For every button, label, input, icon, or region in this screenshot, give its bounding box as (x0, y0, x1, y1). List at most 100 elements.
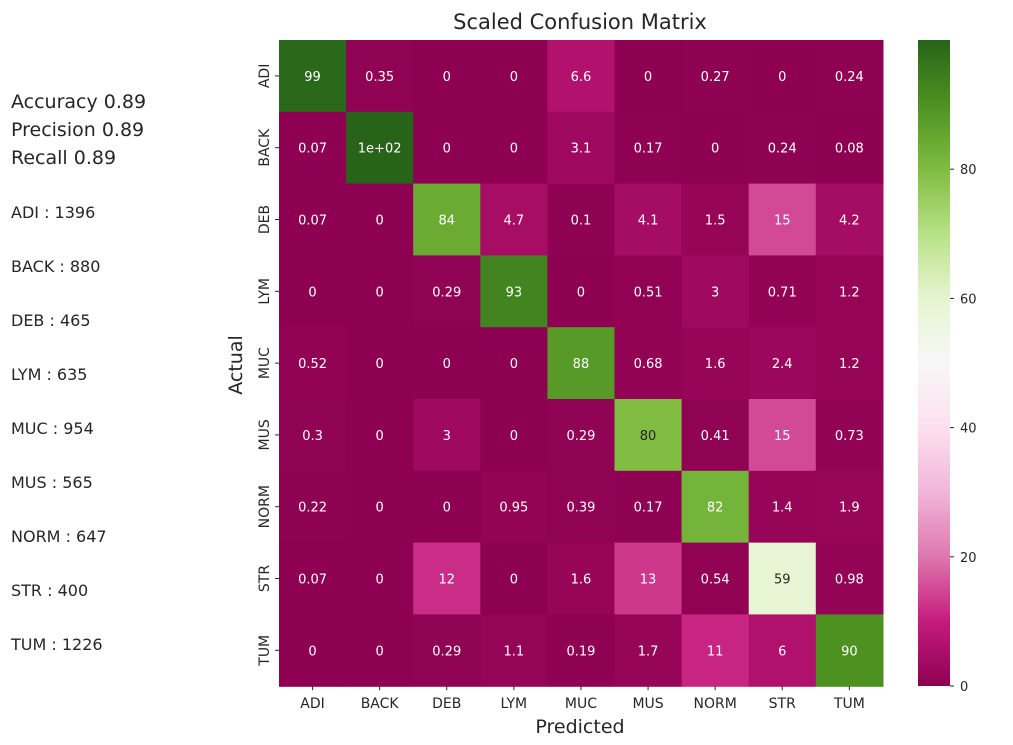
cell-label: 84 (438, 214, 455, 229)
cell-mus-deb (413, 399, 481, 472)
cell-label: 4.7 (504, 214, 525, 229)
cell-label: 0.17 (634, 501, 663, 516)
cell-label: 0 (376, 214, 384, 229)
cell-tum-deb (413, 614, 481, 687)
cell-label: 15 (774, 214, 791, 229)
cell-str-deb (413, 542, 481, 615)
cell-label: 0.1 (571, 214, 592, 229)
cell-label: 1.6 (571, 573, 592, 588)
cell-back-mus (614, 111, 683, 185)
x-tick-label: BACK (361, 696, 400, 712)
cell-label: 0 (308, 285, 316, 300)
cell-deb-deb (413, 183, 481, 256)
cell-muc-tum (815, 327, 884, 400)
cell-label: 15 (774, 429, 791, 444)
cell-norm-norm (681, 470, 750, 544)
cell-label: 82 (707, 501, 724, 516)
cell-adi-back (346, 40, 414, 113)
cell-label: 0.27 (701, 70, 730, 85)
x-axis: ADI BACK DEB LYM MUC MUS NORM STR TUM (300, 686, 865, 712)
x-tick-label: MUC (565, 696, 597, 712)
cell-str-tum (815, 542, 884, 615)
cell-label: 90 (841, 644, 858, 659)
cell-label: 6 (778, 644, 786, 659)
cell-label: 0.73 (835, 429, 864, 444)
cell-norm-deb (413, 470, 481, 544)
y-axis: ADI BACK DEB LYM MUC MUS NORM STR TUM (257, 64, 279, 667)
cell-mus-norm (681, 399, 750, 472)
cell-mus-muc (547, 399, 616, 472)
class-count-lym: LYM : 635 (11, 365, 88, 384)
colorbar (918, 40, 950, 686)
cell-tum-adi (279, 614, 347, 687)
cell-label: 0.71 (768, 285, 797, 300)
cell-lym-adi (279, 255, 347, 328)
cell-deb-norm (681, 183, 750, 256)
cell-label: 12 (438, 573, 455, 588)
cell-label: 0.68 (634, 357, 663, 372)
cell-label: 1.2 (839, 285, 860, 300)
cell-label: 0 (778, 70, 786, 85)
cell-label: 0 (376, 357, 384, 372)
cell-label: 2.4 (772, 357, 793, 372)
cell-str-lym (480, 542, 548, 615)
cell-back-str (748, 111, 817, 185)
cell-label: 93 (506, 285, 523, 300)
cell-adi-deb (413, 40, 481, 113)
cell-str-norm (681, 542, 750, 615)
x-axis-label: Predicted (535, 716, 624, 738)
cell-label: 3 (443, 429, 451, 444)
cell-lym-back (346, 255, 414, 328)
cell-deb-muc (547, 183, 616, 256)
cell-label: 0 (644, 70, 652, 85)
cell-label: 0.07 (298, 142, 327, 157)
colorbar-tick-label: 80 (960, 163, 977, 178)
cell-tum-lym (480, 614, 548, 687)
cell-muc-deb (413, 327, 481, 400)
cell-label: 0 (376, 429, 384, 444)
cell-deb-str (748, 183, 817, 256)
colorbar-tick-label: 20 (960, 551, 977, 566)
x-tick-label: ADI (300, 696, 325, 712)
cell-label: 0.52 (298, 357, 327, 372)
cell-label: 0.98 (835, 573, 864, 588)
cell-lym-lym (480, 255, 548, 328)
cell-label: 0.3 (302, 429, 323, 444)
cell-adi-mus (614, 40, 683, 113)
cell-adi-str (748, 40, 817, 113)
cell-label: 1.1 (504, 644, 525, 659)
cell-muc-lym (480, 327, 548, 400)
y-tick-label: MUC (257, 347, 273, 379)
y-tick-label: ADI (257, 64, 273, 89)
cell-label: 88 (573, 357, 590, 372)
cell-adi-muc (547, 40, 616, 113)
cell-muc-str (748, 327, 817, 400)
class-count-str: STR : 400 (11, 581, 89, 600)
y-tick-label: LYM (257, 278, 273, 305)
cell-mus-lym (480, 399, 548, 472)
x-tick-label: NORM (693, 696, 736, 712)
y-tick-label: BACK (257, 128, 273, 167)
cell-str-back (346, 542, 414, 615)
y-axis-label: Actual (225, 335, 247, 395)
x-tick-label: DEB (432, 696, 461, 712)
cell-mus-str (748, 399, 817, 472)
y-tick-label: STR (257, 565, 273, 592)
cell-deb-back (346, 183, 414, 256)
cell-deb-adi (279, 183, 347, 256)
cell-label: 0.08 (835, 142, 864, 157)
cell-label: 0 (510, 142, 518, 157)
cell-label: 0.39 (566, 501, 595, 516)
cell-label: 0.19 (566, 644, 595, 659)
colorbar-tick-label: 60 (960, 292, 977, 307)
cell-label: 0 (376, 285, 384, 300)
chart-title: Scaled Confusion Matrix (453, 10, 707, 34)
cell-tum-muc (547, 614, 616, 687)
cell-deb-lym (480, 183, 548, 256)
cell-norm-lym (480, 470, 548, 544)
cell-label: 99 (304, 70, 321, 85)
cell-label: 0.24 (835, 70, 864, 85)
class-count-adi: ADI : 1396 (11, 203, 96, 222)
cell-muc-norm (681, 327, 750, 400)
cell-back-lym (480, 111, 548, 185)
